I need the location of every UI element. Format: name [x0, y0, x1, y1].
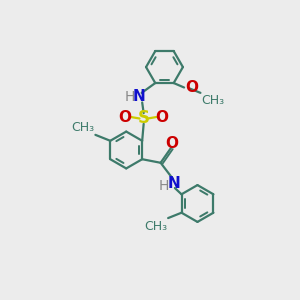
Text: CH₃: CH₃ [71, 121, 94, 134]
Text: CH₃: CH₃ [144, 220, 167, 233]
Text: H: H [124, 90, 135, 104]
Text: O: O [166, 136, 179, 151]
Text: H: H [158, 179, 169, 193]
Text: CH₃: CH₃ [202, 94, 225, 107]
Text: O: O [118, 110, 131, 124]
Text: O: O [186, 80, 199, 95]
Text: N: N [132, 89, 145, 104]
Text: O: O [155, 110, 168, 124]
Text: N: N [168, 176, 181, 191]
Text: S: S [138, 110, 150, 128]
